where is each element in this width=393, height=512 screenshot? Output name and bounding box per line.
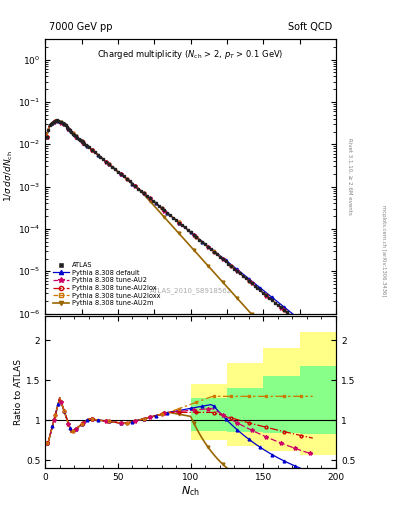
- Bar: [191, 385, 227, 440]
- Text: ATLAS_2010_S8918562: ATLAS_2010_S8918562: [150, 288, 231, 294]
- Text: 7000 GeV pp: 7000 GeV pp: [49, 22, 113, 32]
- X-axis label: $N_\mathrm{ch}$: $N_\mathrm{ch}$: [181, 484, 200, 498]
- Y-axis label: $1/\sigma\,d\sigma/dN_\mathrm{ch}$: $1/\sigma\,d\sigma/dN_\mathrm{ch}$: [2, 151, 15, 202]
- Bar: [300, 332, 336, 455]
- Bar: [191, 398, 227, 431]
- Text: Soft QCD: Soft QCD: [288, 22, 332, 32]
- Bar: [263, 376, 300, 433]
- Legend: ATLAS, Pythia 8.308 default, Pythia 8.308 tune-AU2, Pythia 8.308 tune-AU2lox, Py: ATLAS, Pythia 8.308 default, Pythia 8.30…: [51, 261, 162, 308]
- Bar: [300, 366, 336, 434]
- Bar: [227, 388, 263, 433]
- Text: Charged multiplicity ($N_\mathrm{ch}$ > 2, $p_T$ > 0.1 GeV): Charged multiplicity ($N_\mathrm{ch}$ > …: [97, 48, 284, 60]
- Y-axis label: Ratio to ATLAS: Ratio to ATLAS: [14, 359, 23, 425]
- Bar: [263, 348, 300, 451]
- Text: mcplots.cern.ch [arXiv:1306.3436]: mcplots.cern.ch [arXiv:1306.3436]: [381, 205, 386, 296]
- Y-axis label: Rivet 3.1.10, ≥ 2.6M events: Rivet 3.1.10, ≥ 2.6M events: [347, 138, 352, 215]
- Bar: [227, 362, 263, 446]
